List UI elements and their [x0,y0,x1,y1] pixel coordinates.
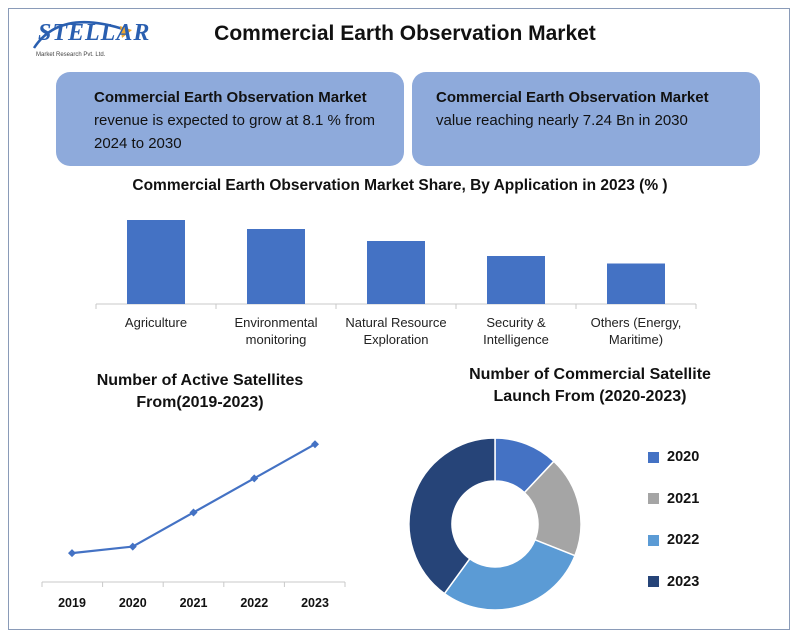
bar-category-label: Others (Energy, Maritime) [590,315,682,347]
line-x-label: 2020 [118,596,147,610]
legend-swatch [648,534,659,546]
info-box-heading: Commercial Earth Observation Market [436,89,709,106]
logo-subtext: Market Research Pvt. Ltd. [36,52,106,58]
bar-category-label: Agriculture [124,315,188,330]
donut-slice [443,538,576,611]
bar [607,263,665,304]
line-x-label: 2019 [58,596,86,610]
page-title: Commercial Earth Observation Market [214,22,596,45]
bar [127,220,185,304]
bar-category-label: Security & Intelligence [483,315,549,347]
bar [367,241,425,304]
bar-category-label: Natural Resource Exploration [345,315,447,347]
line-point [189,508,198,517]
logo-text: STELLAR [38,20,151,46]
donut-slice [408,437,496,595]
legend-swatch [648,493,659,504]
legend-item: 2021 [648,489,699,509]
info-box-body: revenue is expected to grow at 8.1 % fro… [94,112,375,152]
line-point [128,542,137,551]
bar-category-label: Environmental monitoring [234,315,318,347]
chart-frame [8,8,790,630]
info-box-value: Commercial Earth Observation Market valu… [412,72,760,166]
legend-item: 2020 [648,447,699,467]
legend-item: 2023 [648,572,699,592]
bar-chart-title: Commercial Earth Observation Market Shar… [132,177,668,194]
legend-swatch [648,451,659,463]
line-point [311,440,319,449]
line-x-label: 2022 [240,596,269,610]
legend-label: 2023 [667,573,700,590]
info-box-growth: Commercial Earth Observation Market reve… [56,72,404,166]
line-x-label: 2021 [179,596,208,610]
legend-label: 2021 [667,490,700,507]
legend-item: 2022 [648,530,699,550]
donut-chart-title: Number of Commercial Satellite Launch Fr… [469,366,711,405]
line-chart-title: Number of Active Satellites From(2019-20… [96,372,304,411]
legend-label: 2022 [667,532,700,548]
info-box-body: value reaching nearly 7.24 Bn in 2030 [436,112,688,129]
bar [247,229,305,304]
info-box-heading: Commercial Earth Observation Market [94,89,367,106]
legend-label: 2020 [667,449,700,465]
line-series [71,443,316,555]
line-x-label: 2023 [301,596,329,610]
line-point [250,474,259,483]
line-point [68,549,76,558]
bar [487,256,545,304]
legend-swatch [648,576,659,587]
